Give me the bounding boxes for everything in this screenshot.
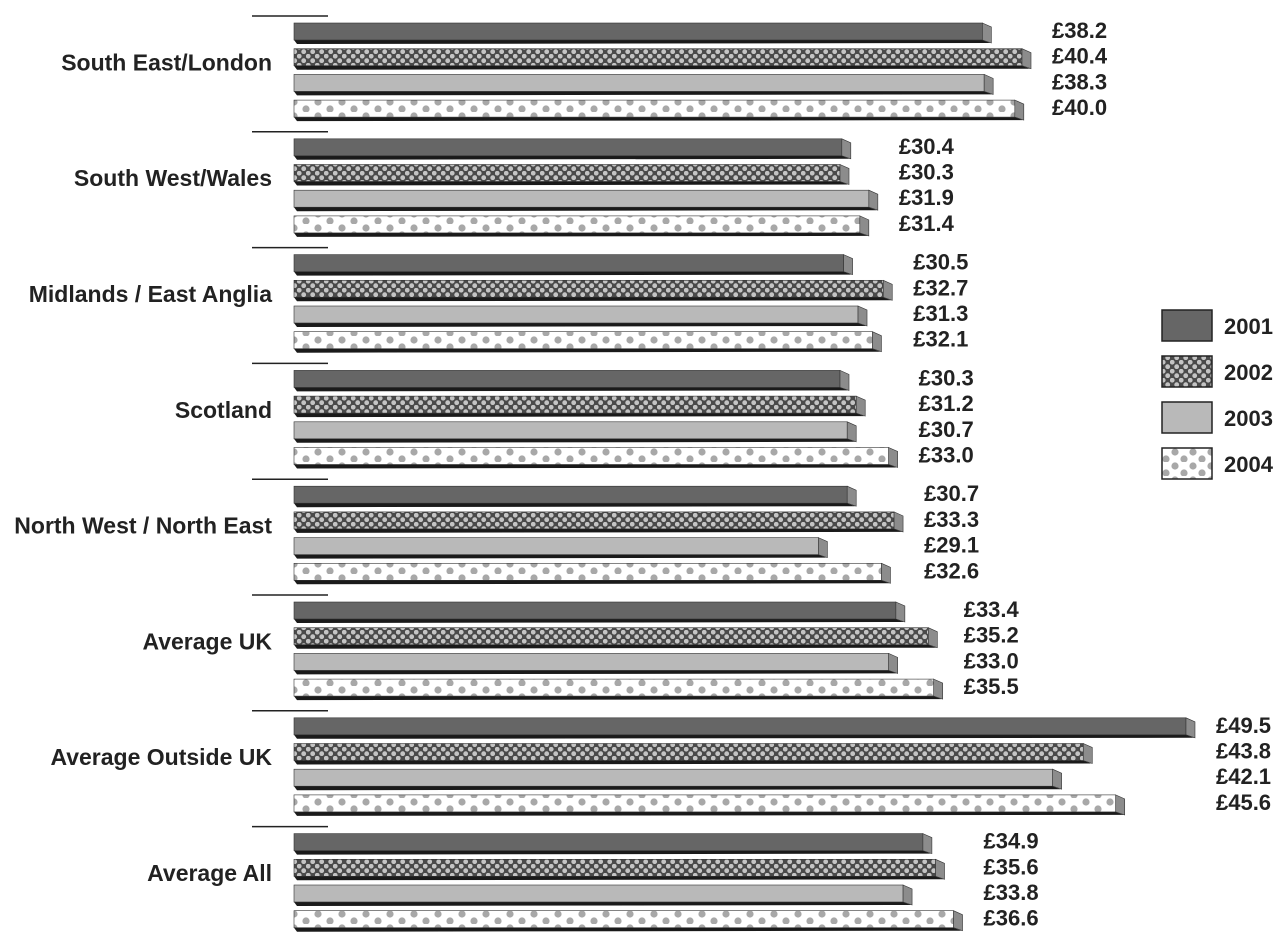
value-label: £45.6 xyxy=(1216,790,1271,815)
value-label: £31.9 xyxy=(899,185,954,210)
value-label: £33.0 xyxy=(964,648,1019,673)
category-label: Scotland xyxy=(175,397,272,423)
value-label: £32.1 xyxy=(913,327,968,352)
bar-2003 xyxy=(293,652,898,675)
bar-2004 xyxy=(293,678,944,701)
legend-swatch-2003 xyxy=(1161,401,1213,434)
category-label: South West/Wales xyxy=(74,165,272,191)
bar-2001 xyxy=(293,254,853,276)
value-label: £31.3 xyxy=(913,301,968,326)
legend-label: 2001 xyxy=(1224,314,1273,339)
value-label: £43.8 xyxy=(1216,739,1271,764)
legend-swatch-2004 xyxy=(1161,447,1213,480)
legend-label: 2004 xyxy=(1224,452,1274,477)
value-label: £32.6 xyxy=(924,558,979,583)
value-label: £33.0 xyxy=(919,443,974,468)
value-label: £35.2 xyxy=(964,623,1019,648)
value-label: £30.4 xyxy=(899,134,955,159)
value-label: £35.6 xyxy=(984,854,1039,879)
bar-2003 xyxy=(293,537,828,559)
category-label: Average UK xyxy=(142,628,272,654)
value-label: £34.9 xyxy=(984,829,1039,854)
bar-2002 xyxy=(293,511,904,533)
value-label: £38.2 xyxy=(1052,18,1107,43)
category-label: Average All xyxy=(147,860,272,886)
bar-2001 xyxy=(293,485,857,508)
value-label: £30.7 xyxy=(924,481,979,506)
bar-2003 xyxy=(293,421,857,443)
category-label: North West / North East xyxy=(14,513,272,539)
value-label: £30.3 xyxy=(899,160,954,185)
bar-2001 xyxy=(293,601,906,623)
value-label: £40.0 xyxy=(1052,95,1107,120)
value-label: £31.4 xyxy=(899,211,955,236)
bar-2001 xyxy=(293,138,852,160)
legend-label: 2002 xyxy=(1224,360,1273,385)
bar-2002 xyxy=(293,395,866,418)
bar-2003 xyxy=(293,305,868,327)
value-label: £40.4 xyxy=(1052,44,1108,69)
bar-2003 xyxy=(293,884,913,906)
bar-2001 xyxy=(293,717,1196,739)
bar-2004 xyxy=(293,331,882,353)
bar-2004 xyxy=(293,562,891,585)
bar-2001 xyxy=(293,833,933,855)
legend-label: 2003 xyxy=(1224,406,1273,431)
value-label: £30.5 xyxy=(913,250,968,275)
value-label: £33.8 xyxy=(984,880,1039,905)
bar-2002 xyxy=(293,279,893,302)
value-label: £32.7 xyxy=(913,275,968,300)
value-label: £36.6 xyxy=(984,906,1039,931)
bar-2002 xyxy=(293,48,1032,70)
bar-2001 xyxy=(293,369,850,392)
value-label: £29.1 xyxy=(924,533,979,558)
bar-2004 xyxy=(293,447,898,469)
bar-2004 xyxy=(293,910,963,932)
value-label: £30.3 xyxy=(919,365,974,390)
value-label: £33.4 xyxy=(964,597,1020,622)
bar-2004 xyxy=(293,794,1126,816)
bar-2004 xyxy=(293,99,1025,122)
bar-2002 xyxy=(293,627,938,649)
bar-2002 xyxy=(293,858,945,881)
bar-2003 xyxy=(293,73,994,96)
bar-2001 xyxy=(293,22,992,44)
legend-swatch-2002 xyxy=(1161,355,1213,388)
value-label: £38.3 xyxy=(1052,69,1107,94)
bar-2002 xyxy=(293,743,1093,765)
value-label: £42.1 xyxy=(1216,764,1271,789)
value-label: £33.3 xyxy=(924,507,979,532)
value-label: £35.5 xyxy=(964,674,1019,699)
bar-2003 xyxy=(293,768,1062,791)
legend: 2001 2002 2003 2004 xyxy=(1161,309,1274,480)
value-label: £31.2 xyxy=(919,391,974,416)
value-label: £30.7 xyxy=(919,417,974,442)
bar-2003 xyxy=(293,189,879,212)
value-label: £49.5 xyxy=(1216,713,1271,738)
legend-swatch-2001 xyxy=(1161,309,1213,342)
category-label: Average Outside UK xyxy=(50,744,272,770)
bar-2004 xyxy=(293,215,870,237)
bar-2002 xyxy=(293,164,850,186)
category-label: Midlands / East Anglia xyxy=(29,281,272,307)
category-label: South East/London xyxy=(61,49,272,75)
